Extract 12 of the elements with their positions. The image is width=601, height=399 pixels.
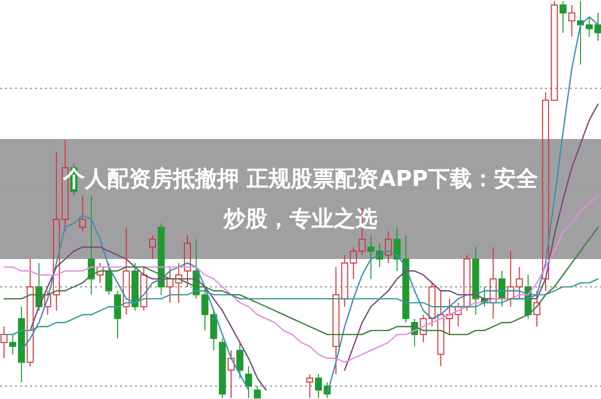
candlestick	[568, 4, 576, 38]
candlestick	[245, 366, 252, 398]
candlestick	[516, 266, 523, 300]
candlestick	[18, 306, 25, 383]
candlestick	[394, 226, 401, 272]
candlestick	[472, 246, 480, 316]
candlestick	[533, 290, 540, 328]
candlestick	[490, 246, 497, 320]
candlestick	[122, 226, 130, 316]
candlestick	[542, 92, 550, 292]
candlestick	[0, 326, 8, 359]
candlestick	[184, 234, 191, 288]
